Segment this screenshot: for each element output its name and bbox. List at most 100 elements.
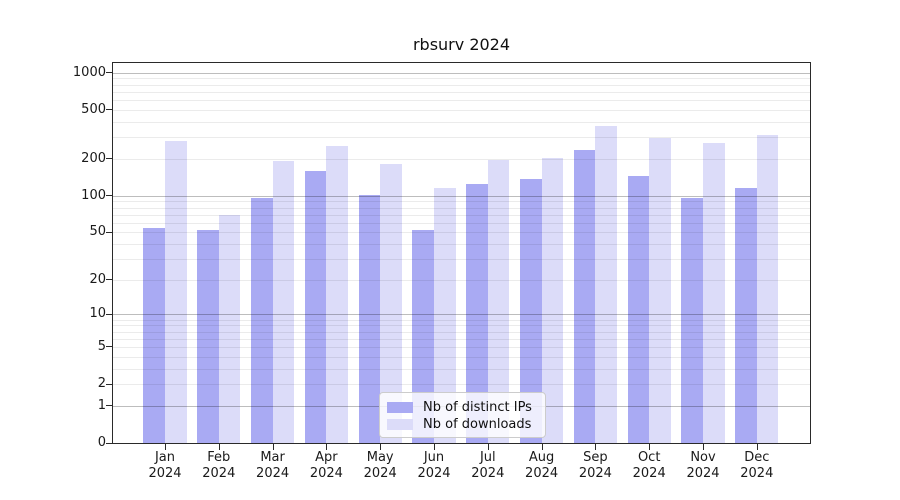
bar-downloads-feb [218, 214, 241, 443]
gridline-minor [113, 121, 810, 123]
gridline-minor [113, 78, 810, 80]
x-tick-label-oct: Oct 2024 [632, 450, 666, 481]
x-tick-mark [649, 444, 651, 450]
x-tick-label-jan: Jan 2024 [148, 450, 182, 481]
gridline-minor [113, 214, 810, 216]
gridline-minor [113, 279, 810, 281]
x-tick-mark [756, 444, 758, 450]
gridline-minor [113, 109, 810, 111]
x-tick-label-mar: Mar 2024 [256, 450, 290, 481]
bar-downloads-sep [595, 125, 617, 443]
y-tick-label: 1 [97, 397, 106, 413]
bar-downloads-apr [326, 145, 348, 443]
x-tick-label-apr: Apr 2024 [309, 450, 343, 481]
gridline-minor [113, 100, 810, 102]
y-tick-label: 5 [97, 338, 106, 354]
x-tick-mark [272, 444, 274, 450]
gridline-minor [113, 319, 810, 321]
y-tick-label: 1000 [72, 64, 106, 80]
gridline-minor [113, 158, 810, 160]
x-tick-mark [326, 444, 328, 450]
y-tick-mark [106, 231, 112, 233]
gridline-minor [113, 338, 810, 340]
legend-swatch-distinct-ips [387, 401, 413, 413]
x-tick-mark [380, 444, 382, 450]
gridline-minor [113, 232, 810, 234]
y-tick-label: 20 [89, 271, 106, 287]
bar-distinct-ips-jul [466, 184, 488, 443]
x-tick-mark [434, 444, 435, 450]
bar-distinct-ips-jan [143, 228, 165, 443]
plot-area [112, 62, 811, 444]
bar-distinct-ips-jun [412, 230, 434, 443]
chart-title: rbsurv 2024 [412, 35, 511, 54]
x-tick-label-aug: Aug 2024 [525, 450, 559, 481]
y-tick-mark [106, 313, 112, 315]
bar-downloads-dec [756, 134, 779, 443]
y-tick-label: 500 [81, 101, 106, 117]
gridline-minor [113, 356, 810, 358]
x-tick-label-nov: Nov 2024 [686, 450, 720, 481]
x-tick-label-jun: Jun 2024 [417, 450, 451, 481]
y-tick-mark [106, 346, 112, 348]
x-tick-label-may: May 2024 [363, 450, 397, 481]
y-tick-mark [106, 72, 112, 74]
bar-downloads-oct [649, 137, 671, 443]
gridline-major [113, 72, 810, 74]
gridline-minor [113, 331, 810, 333]
y-tick-mark [106, 279, 112, 281]
bar-downloads-nov [703, 142, 725, 443]
bar-downloads-mar [272, 161, 295, 443]
y-tick-mark [106, 109, 112, 111]
y-tick-mark [106, 383, 112, 385]
x-tick-mark [165, 444, 166, 450]
x-tick-mark [541, 444, 543, 450]
x-tick-label-feb: Feb 2024 [202, 450, 236, 481]
gridline-minor [113, 91, 810, 93]
gridline-major [113, 314, 810, 316]
legend-swatch-downloads [387, 418, 413, 430]
gridline-minor [113, 243, 810, 245]
x-tick-label-dec: Dec 2024 [740, 450, 774, 481]
legend: Nb of distinct IPs Nb of downloads [379, 392, 546, 438]
bar-downloads-aug [541, 158, 564, 443]
y-tick-mark [106, 158, 112, 160]
gridline-minor [113, 84, 810, 86]
gridline-minor [113, 222, 810, 224]
y-tick-mark [106, 405, 112, 407]
bar-downloads-jul [487, 159, 510, 443]
bar-distinct-ips-aug [520, 179, 542, 443]
gridline-major [113, 195, 810, 197]
x-tick-label-sep: Sep 2024 [578, 450, 612, 481]
bar-distinct-ips-apr [304, 170, 327, 443]
y-tick-label: 100 [81, 187, 106, 203]
gridline-minor [113, 137, 810, 139]
bar-distinct-ips-feb [197, 230, 219, 443]
y-tick-mark [106, 442, 112, 444]
y-tick-label: 2 [97, 376, 106, 392]
legend-item-distinct-ips: Nb of distinct IPs [387, 399, 537, 415]
bar-distinct-ips-may [358, 195, 381, 443]
y-tick-label: 0 [97, 435, 106, 450]
gridline-minor [113, 325, 810, 327]
legend-label-downloads: Nb of downloads [423, 416, 532, 432]
x-tick-mark [595, 444, 597, 450]
x-tick-label-jul: Jul 2024 [471, 450, 505, 481]
y-tick-label: 50 [89, 224, 106, 240]
y-tick-label: 200 [81, 150, 106, 166]
x-tick-mark [487, 444, 489, 450]
gridline-minor [113, 384, 810, 386]
legend-item-downloads: Nb of downloads [387, 416, 537, 432]
y-tick-mark [106, 195, 112, 197]
y-tick-label: 10 [89, 306, 106, 322]
gridline-minor [113, 368, 810, 370]
x-tick-mark [218, 444, 220, 450]
gridline-minor [113, 346, 810, 348]
legend-label-distinct-ips: Nb of distinct IPs [423, 399, 532, 415]
bar-downloads-jan [165, 141, 187, 443]
gridline-minor [113, 201, 810, 203]
bar-distinct-ips-sep [573, 149, 596, 443]
gridline-minor [113, 258, 810, 260]
gridline-minor [113, 207, 810, 209]
